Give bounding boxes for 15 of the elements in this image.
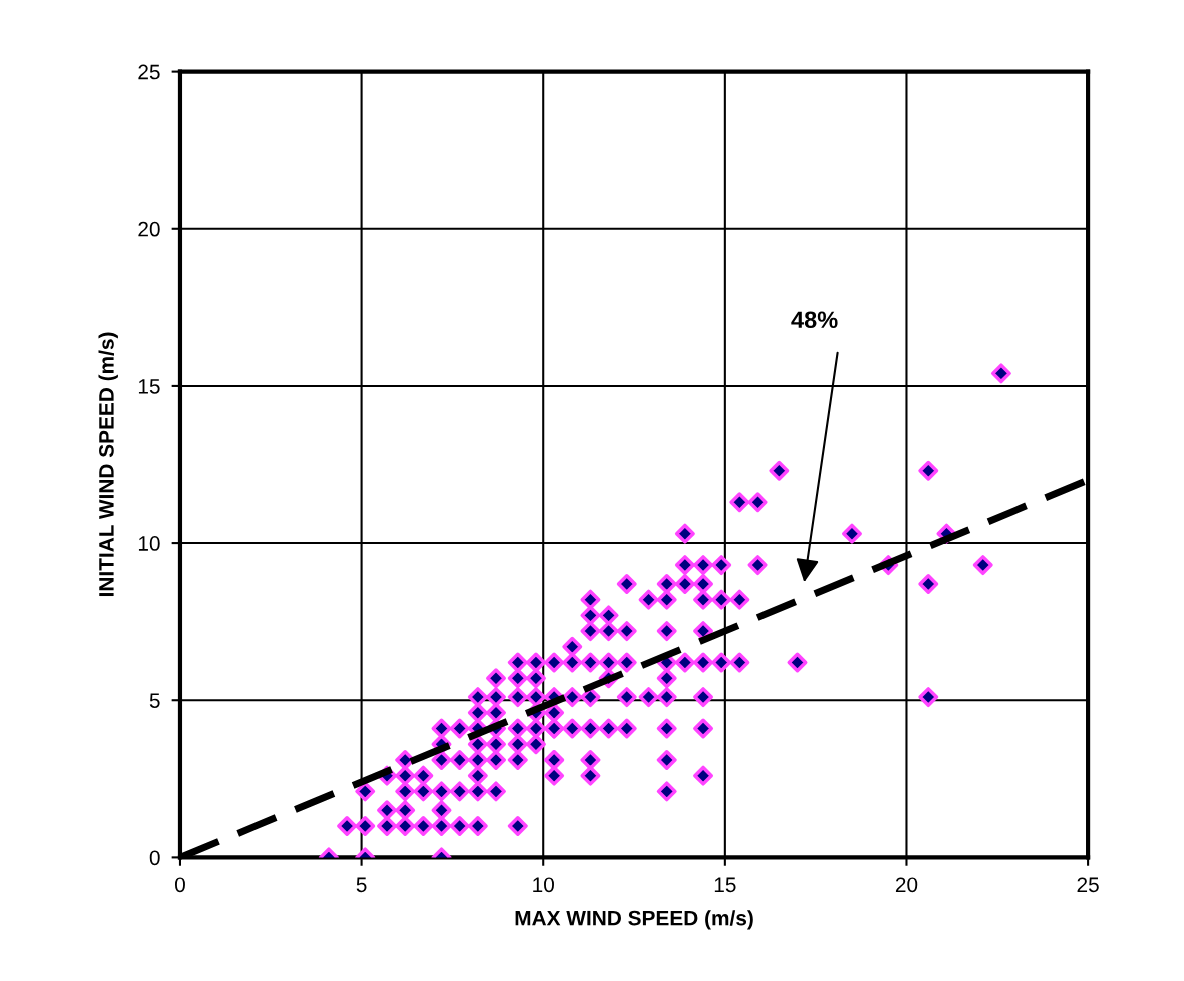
y-tick-label: 10: [138, 536, 160, 551]
x-axis-title: MAX WIND SPEED (m/s): [515, 910, 753, 930]
y-tick-label: 0: [149, 850, 160, 866]
y-tick-label: 25: [138, 64, 160, 80]
y-tick-label: 15: [138, 379, 160, 394]
x-tick-label: 10: [533, 877, 554, 893]
y-tick-label: 5: [149, 693, 160, 708]
y-axis-title: INITIAL WIND SPEED (m/s): [98, 332, 118, 597]
x-tick-label: 0: [174, 877, 185, 893]
x-tick-label: 25: [1077, 877, 1099, 893]
x-tick-label: 20: [895, 877, 918, 893]
annotation: 48%: [791, 311, 838, 329]
x-tick-label: 5: [356, 877, 367, 893]
x-tick-label: 15: [714, 877, 736, 893]
y-tick-label: 20: [138, 221, 160, 237]
